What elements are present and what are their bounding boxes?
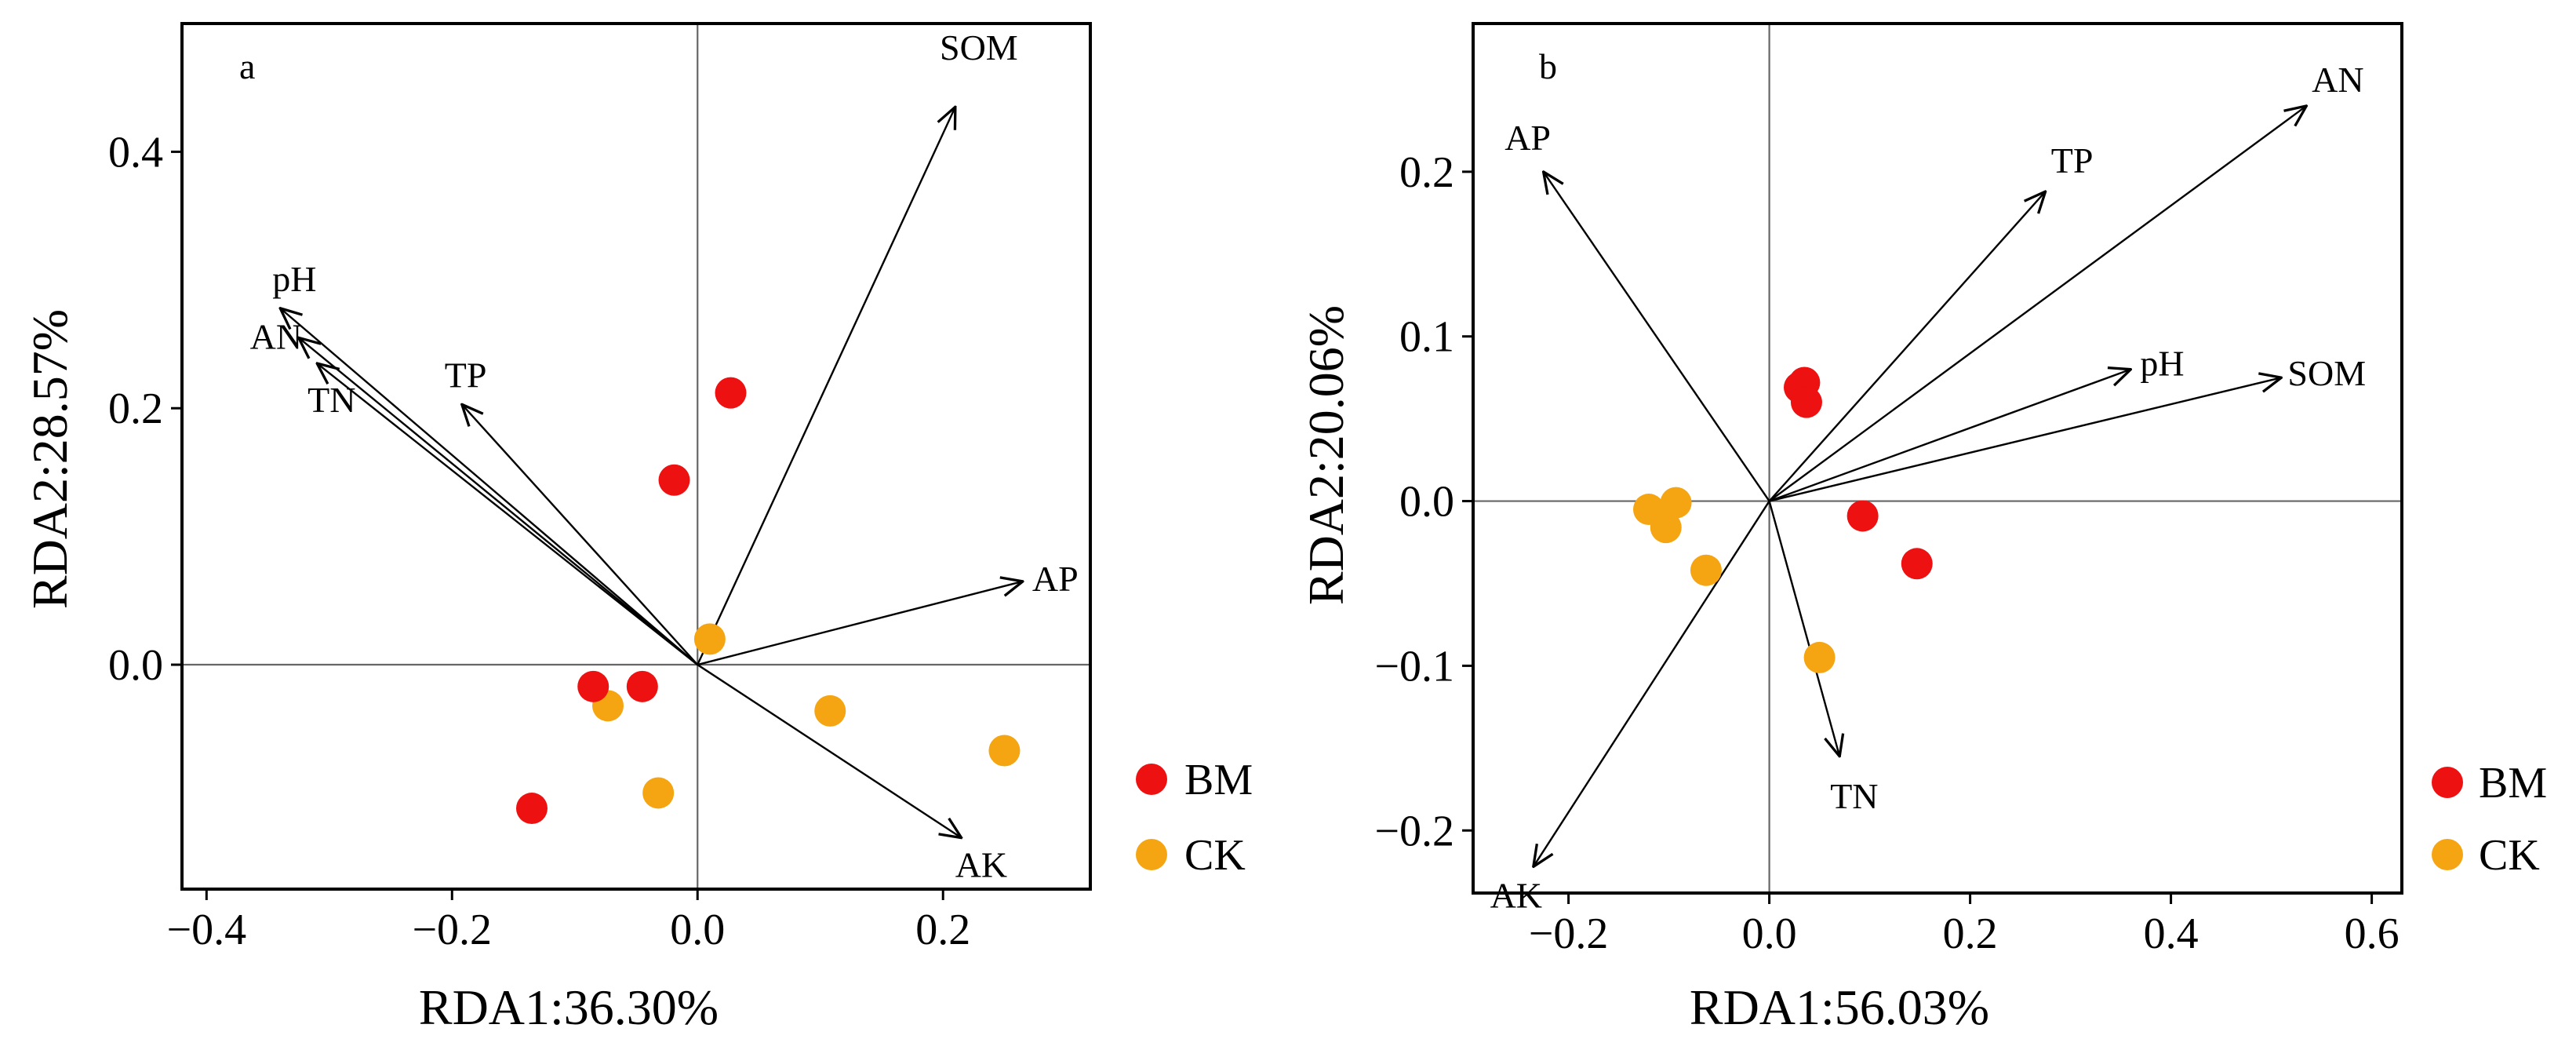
vector-ap [697, 581, 1023, 666]
point-ck [693, 623, 726, 655]
y-tick-label: 0.2 [108, 385, 163, 433]
point-ck [1650, 512, 1682, 544]
panel-a-x-axis-title: RDA1:36.30% [419, 979, 719, 1035]
legend-a-ck-label: CK [1184, 831, 1246, 880]
vector-ak [697, 664, 961, 838]
vector-label-ak: AK [955, 845, 1007, 885]
vector-label-som: SOM [940, 27, 1018, 67]
panel-a-y-axis-title: RDA2:28.57% [22, 309, 78, 609]
panel-b-letter: b [1539, 46, 1557, 86]
y-tick-label: −0.1 [1374, 642, 1454, 691]
point-ck [814, 694, 846, 727]
panel-b-x-axis-title: RDA1:56.03% [1690, 979, 1989, 1035]
point-bm [626, 670, 658, 702]
vector-an [299, 337, 699, 665]
point-bm [1790, 386, 1822, 418]
vector-tn [317, 363, 698, 665]
legend-b-bm-marker [2432, 767, 2463, 798]
x-tick-label: 0.2 [915, 906, 970, 954]
vector-label-tn: TN [307, 380, 355, 420]
vector-tn [1768, 501, 1840, 756]
x-tick-label: 0.4 [2144, 910, 2199, 958]
point-bm [577, 670, 609, 702]
legend-a-bm-label: BM [1184, 756, 1253, 804]
legend-a-ck-marker [1136, 839, 1167, 870]
legend-b-bm-label: BM [2479, 759, 2547, 808]
vector-label-an: AN [250, 316, 302, 356]
y-tick-label: 0.4 [108, 128, 163, 177]
vector-label-ap: AP [1504, 118, 1551, 158]
x-tick-label: 0.2 [1943, 910, 1998, 958]
panel-a-letter: a [239, 46, 255, 86]
legend-b-ck-label: CK [2479, 831, 2540, 880]
y-tick-label: 0.0 [108, 641, 163, 690]
point-ck [1803, 641, 1836, 673]
legend-a-bm-marker [1136, 764, 1167, 795]
vector-label-tp: TP [445, 355, 487, 395]
panel-b: b RDA1:56.03% RDA2:20.06% −0.2 0.0 0.2 0.4 0… [1298, 22, 2403, 1035]
panel-b-y-axis-title: RDA2:20.06% [1298, 305, 1354, 605]
x-tick-label: 0.6 [2345, 910, 2400, 958]
vector-som [1769, 377, 2282, 502]
point-bm [658, 464, 690, 496]
vector-label-ph: pH [272, 259, 316, 299]
vector-som [697, 107, 955, 665]
point-ck [642, 777, 675, 809]
point-bm [1901, 548, 1933, 580]
vector-label-tn: TN [1830, 776, 1878, 816]
y-tick-label: 0.2 [1399, 148, 1454, 197]
vector-label-ak: AK [1490, 875, 1542, 915]
vector-an [1768, 106, 2307, 502]
vector-ak [1534, 500, 1770, 867]
legend-panel-b: BM CK [2432, 759, 2547, 880]
vector-ph [280, 308, 699, 665]
vector-label-ap: AP [1032, 559, 1079, 599]
vector-ap [1544, 172, 1770, 502]
vector-label-tp: TP [2051, 140, 2094, 180]
vector-label-som: SOM [2287, 353, 2366, 393]
point-ck [988, 735, 1021, 767]
legend-b-ck-marker [2432, 839, 2463, 870]
vector-tp [1768, 191, 2046, 502]
panel-a: a RDA1:36.30% RDA2:28.57% −0.4 −0.2 0.0 0.2… [22, 22, 1092, 1035]
vector-tp [462, 404, 699, 665]
point-bm [715, 377, 747, 409]
point-ck [1660, 487, 1692, 519]
plot-frame [180, 22, 1092, 891]
x-tick-label: 0.0 [1742, 910, 1797, 958]
y-tick-label: −0.2 [1374, 807, 1454, 855]
x-tick-label: −0.2 [1529, 910, 1609, 958]
vector-ph [1769, 370, 2131, 502]
x-tick-label: −0.4 [167, 906, 247, 954]
vector-label-an: AN [2312, 60, 2363, 100]
x-tick-label: 0.0 [670, 906, 725, 954]
point-bm [515, 793, 548, 825]
vector-label-ph: pH [2140, 344, 2184, 384]
x-tick-label: −0.2 [412, 906, 492, 954]
point-bm [1846, 500, 1879, 532]
legend-panel-a: BM CK [1136, 756, 1253, 880]
y-tick-label: 0.1 [1399, 313, 1454, 362]
y-tick-label: 0.0 [1399, 478, 1454, 527]
plot-frame [1472, 22, 2403, 895]
point-ck [1690, 554, 1722, 586]
